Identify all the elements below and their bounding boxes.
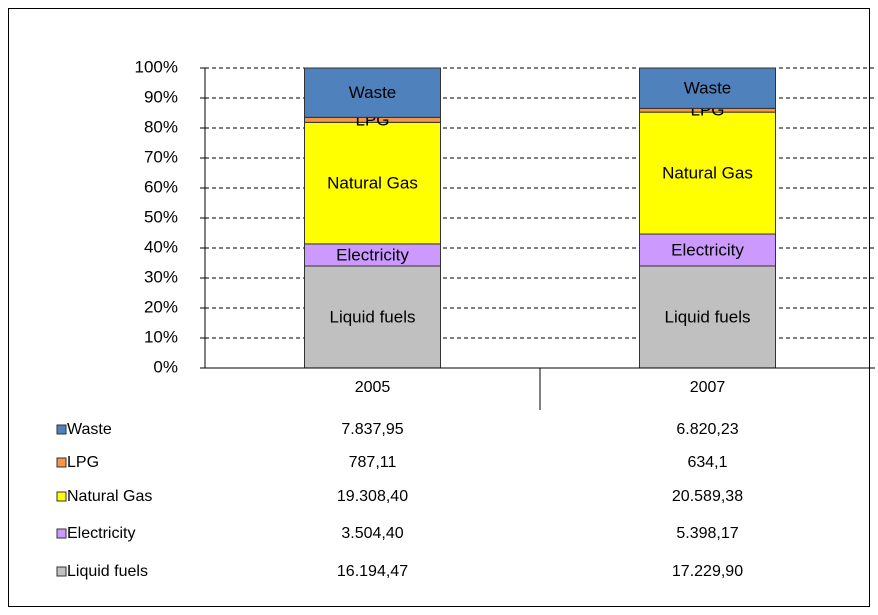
bar-segment	[304, 67, 441, 118]
legend-label: Electricity	[67, 525, 135, 542]
table-value: 787,11	[349, 454, 397, 471]
segment-label: Electricity	[671, 240, 744, 259]
segment-label: Liquid fuels	[329, 307, 415, 326]
table-value: 5.398,17	[676, 525, 738, 542]
segment-label: Natural Gas	[662, 164, 753, 183]
y-tick-label: 100%	[135, 57, 178, 76]
legend-key	[56, 457, 67, 468]
legend-key	[56, 566, 67, 577]
table-value: 19.308,40	[337, 488, 408, 505]
y-tick-label: 70%	[144, 147, 178, 166]
legend-key	[56, 491, 67, 502]
x-tick-label: 2007	[690, 379, 726, 396]
y-tick-label: 30%	[144, 267, 178, 286]
legend-key	[56, 528, 67, 539]
table-value: 6.820,23	[676, 421, 738, 438]
y-tick-label: 0%	[153, 357, 178, 376]
x-tick-label: 2005	[355, 379, 391, 396]
y-tick-label: 40%	[144, 237, 178, 256]
table-value: 634,1	[687, 454, 727, 471]
bar-segment	[304, 121, 441, 245]
legend-label: Waste	[67, 421, 112, 438]
segment-label: Natural Gas	[327, 174, 418, 193]
table-value: 3.504,40	[341, 525, 403, 542]
y-tick-label: 80%	[144, 117, 178, 136]
table-value: 16.194,47	[337, 563, 408, 580]
segment-label: Waste	[349, 83, 397, 102]
legend-label: Natural Gas	[67, 488, 152, 505]
y-tick-label: 50%	[144, 207, 178, 226]
segment-label: Liquid fuels	[664, 307, 750, 326]
y-tick-label: 60%	[144, 177, 178, 196]
bar-segment	[639, 233, 776, 267]
bar-segment	[639, 67, 776, 109]
table-value: 20.589,38	[672, 488, 743, 505]
segment-label: Electricity	[336, 245, 409, 264]
bar-segment	[639, 111, 776, 235]
y-tick-label: 20%	[144, 297, 178, 316]
table-value: 17.229,90	[672, 563, 743, 580]
y-tick-label: 10%	[144, 327, 178, 346]
table-value: 7.837,95	[341, 421, 403, 438]
legend-key	[56, 424, 67, 435]
legend-label: LPG	[67, 454, 99, 471]
bar-segment	[304, 265, 441, 369]
segment-label: Waste	[684, 79, 732, 98]
legend-label: Liquid fuels	[67, 563, 148, 580]
y-tick-label: 90%	[144, 87, 178, 106]
